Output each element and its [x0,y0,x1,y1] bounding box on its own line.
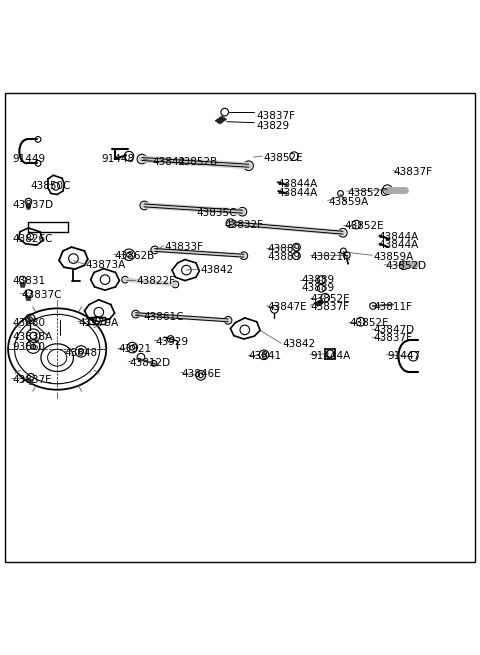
Text: 43852E: 43852E [311,294,350,304]
Text: 43848: 43848 [64,348,97,358]
Polygon shape [215,116,227,124]
Text: 43842: 43842 [282,339,315,349]
Text: 91449: 91449 [12,153,46,164]
Text: 43822F: 43822F [136,276,175,286]
Polygon shape [314,300,324,307]
Circle shape [31,345,36,349]
Text: 43859A: 43859A [373,252,413,261]
Text: 91448: 91448 [101,153,134,164]
Text: 43842: 43842 [153,157,186,168]
Text: 43861C: 43861C [144,312,184,322]
Text: 43841: 43841 [249,351,282,361]
Text: 43880: 43880 [12,318,46,328]
Text: 43847D: 43847D [373,325,414,335]
Polygon shape [28,380,33,384]
Text: 43852E: 43852E [344,221,384,231]
Text: 93860: 93860 [12,342,46,352]
Text: 43850C: 43850C [30,181,71,191]
Text: 43844A: 43844A [277,187,318,198]
Text: 43779A: 43779A [79,318,119,328]
Polygon shape [20,283,25,288]
Text: 43852E: 43852E [263,153,302,162]
Text: 43832F: 43832F [225,219,264,230]
Text: 43833F: 43833F [165,242,204,252]
Text: 43889: 43889 [301,283,335,293]
Text: 43844A: 43844A [379,240,419,250]
Text: 43844A: 43844A [379,232,419,242]
Text: 43821F: 43821F [311,252,350,261]
Text: 43852C: 43852C [348,187,388,198]
Text: 43837F: 43837F [257,111,296,121]
Text: 43837D: 43837D [12,200,54,210]
Text: 43842: 43842 [201,265,234,275]
Text: 43921: 43921 [119,344,152,354]
Text: 43837F: 43837F [311,302,350,312]
Text: 43846E: 43846E [181,369,221,379]
Text: 43873A: 43873A [86,260,126,271]
Text: 43835C: 43835C [196,208,237,217]
Text: 43811F: 43811F [373,302,412,312]
Text: 43847E: 43847E [268,302,307,312]
Text: 43852E: 43852E [349,318,389,328]
Polygon shape [26,205,31,210]
Text: 43844A: 43844A [277,179,318,189]
Text: 43859A: 43859A [328,197,369,207]
Text: 43837C: 43837C [21,290,62,300]
Text: 43837F: 43837F [393,167,432,177]
Text: 91444A: 91444A [311,351,351,361]
Text: 43829: 43829 [257,121,290,130]
Text: 43826C: 43826C [12,234,53,244]
Text: 43852B: 43852B [178,157,218,168]
Text: 43889: 43889 [301,274,335,285]
Text: 43889: 43889 [268,244,301,253]
Text: 91447: 91447 [387,351,420,361]
Text: 43862B: 43862B [115,251,155,261]
Text: 43929: 43929 [156,337,189,347]
Text: 43837F: 43837F [373,333,412,343]
Text: 43852D: 43852D [385,261,426,271]
Text: 43889: 43889 [268,252,301,261]
Text: 43837E: 43837E [12,375,52,385]
Text: 43831: 43831 [12,276,46,286]
Polygon shape [25,297,31,301]
Text: 43812D: 43812D [129,358,170,368]
Text: 43838A: 43838A [12,332,53,342]
